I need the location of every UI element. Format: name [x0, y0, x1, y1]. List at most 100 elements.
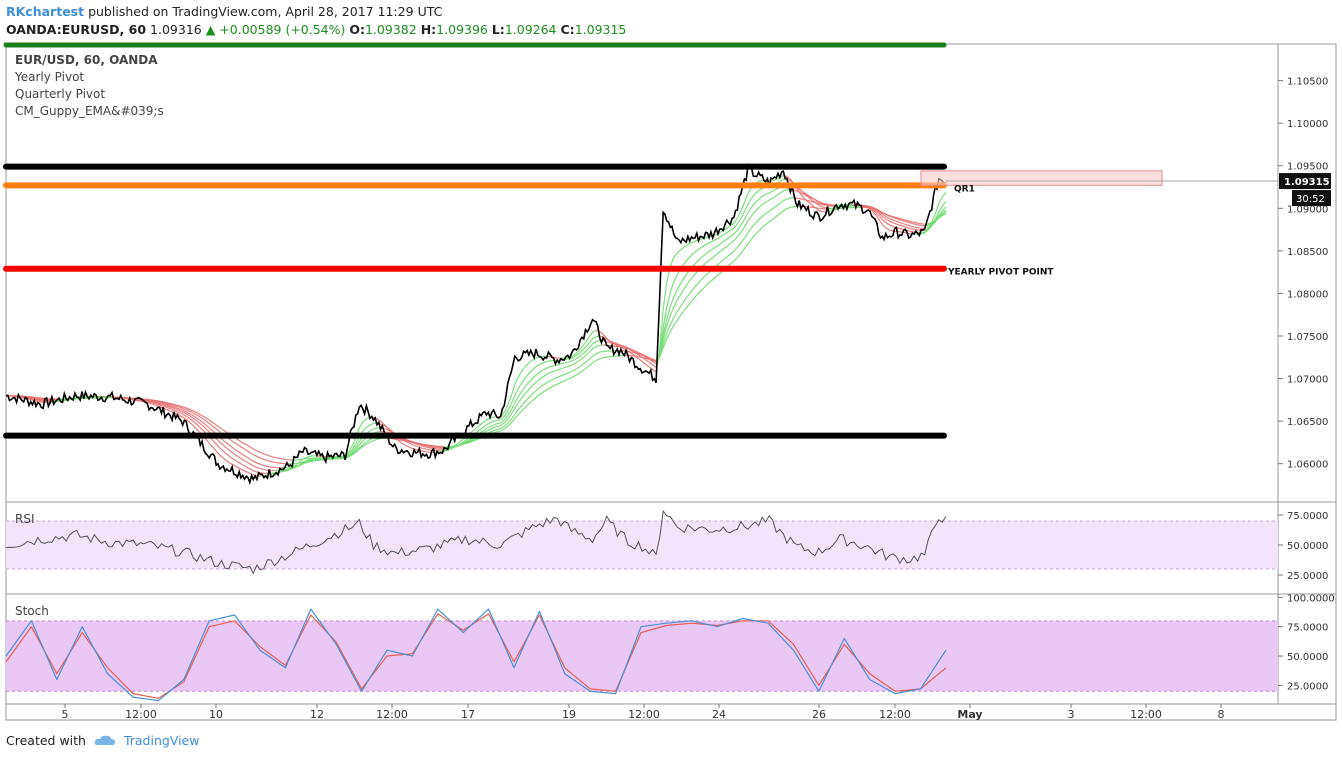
- price-change: ▲ +0.00589 (+0.54%): [205, 22, 346, 37]
- time-tick-label: 17: [461, 708, 475, 721]
- guppy-ema-line: [800, 205, 830, 210]
- close-value: 1.09315: [574, 22, 627, 37]
- low-label: L:: [491, 22, 505, 37]
- price-tick-label: 1.06000: [1287, 460, 1328, 471]
- chart-title: EUR/USD, 60, OANDA: [15, 53, 158, 67]
- qr1-zone: [920, 170, 1163, 186]
- rsi-tick-label: 50.0000: [1287, 541, 1328, 552]
- price-panel: YEARLY PIVOT POINT QR1: [3, 162, 1278, 486]
- stoch-tick-label: 75.0000: [1287, 623, 1328, 634]
- guppy-ema-line: [790, 188, 837, 206]
- low-value: 1.09264: [504, 22, 557, 37]
- guppy-ema-line: [373, 416, 434, 453]
- stoch-panel: [5, 608, 1278, 702]
- legend-guppy-ema[interactable]: CM_Guppy_EMA&#039;s: [15, 104, 164, 118]
- yearly-pivot-label: YEARLY PIVOT POINT: [947, 268, 1054, 278]
- symbol-name: OANDA:EURUSD, 60: [6, 22, 147, 37]
- stoch-d-line: [5, 613, 947, 699]
- time-tick-label: 10: [209, 708, 223, 721]
- rsi-line: [5, 509, 947, 575]
- symbol-line: OANDA:EURUSD, 60 1.09316 ▲ +0.00589 (+0.…: [6, 22, 626, 37]
- guppy-ema-line: [655, 180, 766, 373]
- last-price-badge: [1279, 173, 1331, 190]
- guppy-ema-line: [599, 340, 657, 365]
- guppy-ema-line: [440, 335, 600, 452]
- legend-yearly-pivot[interactable]: Yearly Pivot: [14, 70, 84, 84]
- rsi-tick-label: 25.0000: [1287, 571, 1328, 582]
- time-tick-label: May: [957, 708, 982, 721]
- guppy-ema-line: [793, 197, 837, 207]
- guppy-ema-line: [655, 205, 801, 362]
- guppy-ema-line: [924, 212, 947, 225]
- time-tick-label: 12:00: [125, 708, 157, 721]
- price-tick-label: 1.08000: [1287, 289, 1328, 300]
- guppy-ema-line: [444, 344, 604, 449]
- time-tick-label: 24: [712, 708, 726, 721]
- time-tick-label: 12:00: [628, 708, 660, 721]
- guppy-ema-line: [444, 340, 600, 450]
- stoch-tick-label: 50.0000: [1287, 652, 1328, 663]
- qr1-label: QR1: [954, 184, 975, 194]
- price-tick-label: 1.06500: [1287, 417, 1328, 428]
- guppy-ema-line: [655, 197, 794, 362]
- price-tick-label: 1.09000: [1287, 204, 1328, 215]
- price-tick-label: 1.07000: [1287, 375, 1328, 386]
- time-tick-label: 26: [812, 708, 826, 721]
- guppy-ema-line: [853, 204, 925, 227]
- guppy-ema-line: [288, 435, 385, 465]
- time-tick-label: 12:00: [879, 708, 911, 721]
- published-text: published on TradingView.com, April 28, …: [88, 4, 443, 19]
- guppy-ema-line: [624, 354, 657, 363]
- close-label: C:: [560, 22, 575, 37]
- stoch-title[interactable]: Stoch: [15, 604, 49, 618]
- guppy-ema-line: [655, 178, 787, 368]
- stoch-tick-label: 100.0000: [1287, 593, 1335, 604]
- axes: 1.10500 1.10000 1.09500 1.09000 1.08500 1.080…: [62, 77, 1335, 721]
- stoch-band: [6, 620, 1278, 692]
- chart-frame: [5, 43, 1337, 721]
- open-value: 1.09382: [365, 22, 417, 37]
- rsi-title[interactable]: RSI: [15, 512, 35, 526]
- publish-line: RKchartest published on TradingView.com,…: [6, 4, 442, 19]
- created-with-text: Created with: [6, 733, 86, 748]
- open-label: O:: [349, 22, 365, 37]
- guppy-ema-line: [655, 188, 791, 362]
- time-tick-label: 12:00: [376, 708, 408, 721]
- time-tick-label: 8: [1218, 708, 1225, 721]
- rsi-tick-label: 75.0000: [1287, 511, 1328, 522]
- footer: Created with TradingView: [6, 733, 199, 748]
- rsi-panel: [5, 509, 1278, 575]
- high-value: 1.09396: [436, 22, 488, 37]
- time-tick-label: 12:00: [1130, 708, 1162, 721]
- guppy-ema-line: [6, 395, 59, 400]
- price-tick-label: 1.10500: [1287, 77, 1328, 88]
- stoch-k-line: [5, 608, 947, 702]
- price-tick-label: 1.08500: [1287, 247, 1328, 258]
- guppy-ema-line: [769, 174, 784, 182]
- tradingview-link[interactable]: TradingView: [123, 733, 200, 748]
- guppy-ema-line: [111, 396, 289, 465]
- author-link[interactable]: RKchartest: [6, 4, 85, 19]
- price-tick-label: 1.09500: [1287, 162, 1328, 173]
- tradingview-cloud-icon: [94, 734, 116, 746]
- guppy-ema-line: [783, 174, 826, 213]
- time-tick-label: 19: [562, 708, 576, 721]
- guppy-ema-line: [292, 437, 388, 461]
- price-tick-label: 1.07500: [1287, 332, 1328, 343]
- rsi-band: [6, 521, 1278, 569]
- stoch-tick-label: 25.0000: [1287, 681, 1328, 692]
- guppy-ema-line: [560, 329, 597, 359]
- legend-quarterly-pivot[interactable]: Quarterly Pivot: [15, 87, 105, 101]
- guppy-ema-line: [387, 437, 445, 448]
- last-price: 1.09316: [150, 22, 202, 37]
- countdown-badge: [1292, 190, 1331, 207]
- guppy-ema-line: [444, 350, 621, 448]
- guppy-ema-line: [655, 183, 788, 365]
- guppy-ema-line: [861, 206, 925, 225]
- time-tick-label: 5: [62, 708, 69, 721]
- countdown-text: 30:52: [1296, 194, 1325, 205]
- last-price-badge-text: 1.09315: [1284, 177, 1330, 188]
- time-tick-label: 3: [1068, 708, 1075, 721]
- guppy-ema-line: [376, 422, 441, 452]
